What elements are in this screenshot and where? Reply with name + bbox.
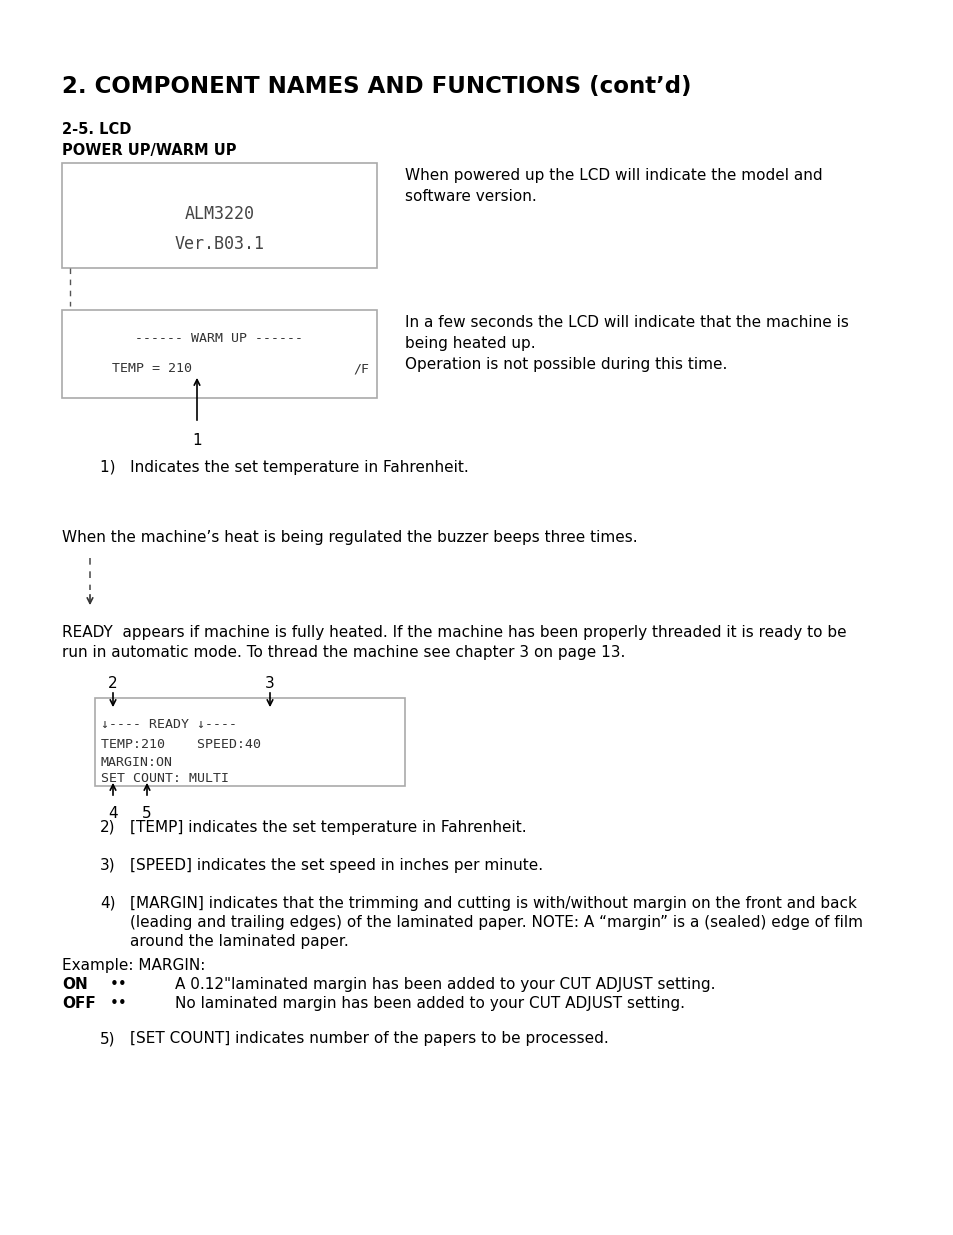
Text: run in automatic mode. To thread the machine see chapter 3 on page 13.: run in automatic mode. To thread the mac… [62,645,625,659]
Text: 3): 3) [100,858,115,873]
Text: Ver.B03.1: Ver.B03.1 [174,235,264,253]
Text: OFF: OFF [62,995,95,1011]
Text: ON: ON [62,977,88,992]
Bar [95,698,405,785]
Text: No laminated margin has been added to your CUT ADJUST setting.: No laminated margin has been added to yo… [174,995,684,1011]
Bar [62,163,376,268]
Text: ------ WARM UP ------: ------ WARM UP ------ [135,332,303,345]
Text: 3: 3 [265,676,274,692]
Text: ALM3220: ALM3220 [184,205,254,224]
Text: READY  appears if machine is fully heated. If the machine has been properly thre: READY appears if machine is fully heated… [62,625,845,640]
Text: TEMP = 210: TEMP = 210 [112,362,192,375]
Text: 2-5. LCD: 2-5. LCD [62,122,132,137]
Text: ↓---- READY ↓----: ↓---- READY ↓---- [101,718,236,731]
Text: When powered up the LCD will indicate the model and
software version.: When powered up the LCD will indicate th… [405,168,821,204]
Text: 1: 1 [192,433,202,448]
Text: 1)   Indicates the set temperature in Fahrenheit.: 1) Indicates the set temperature in Fahr… [100,459,468,475]
Text: [TEMP] indicates the set temperature in Fahrenheit.: [TEMP] indicates the set temperature in … [130,820,526,835]
Text: MARGIN:ON: MARGIN:ON [101,756,172,769]
Text: ••: •• [110,995,128,1011]
Text: POWER UP/WARM UP: POWER UP/WARM UP [62,143,236,158]
Text: 2: 2 [108,676,117,692]
Text: ••: •• [110,977,128,992]
Text: Example: MARGIN:: Example: MARGIN: [62,958,205,973]
Text: 5): 5) [100,1031,115,1046]
Text: In a few seconds the LCD will indicate that the machine is
being heated up.
Oper: In a few seconds the LCD will indicate t… [405,315,848,372]
Text: [MARGIN] indicates that the trimming and cutting is with/without margin on the f: [MARGIN] indicates that the trimming and… [130,897,856,911]
Text: [SPEED] indicates the set speed in inches per minute.: [SPEED] indicates the set speed in inche… [130,858,542,873]
Text: 4): 4) [100,897,115,911]
Text: 2. COMPONENT NAMES AND FUNCTIONS (cont’d): 2. COMPONENT NAMES AND FUNCTIONS (cont’d… [62,75,691,98]
Text: (leading and trailing edges) of the laminated paper. NOTE: A “margin” is a (seal: (leading and trailing edges) of the lami… [130,915,862,930]
Text: 4: 4 [108,806,117,821]
Text: 2): 2) [100,820,115,835]
Text: 5: 5 [142,806,152,821]
Text: [SET COUNT] indicates number of the papers to be processed.: [SET COUNT] indicates number of the pape… [130,1031,608,1046]
Text: /F: /F [353,362,369,375]
Text: around the laminated paper.: around the laminated paper. [130,934,349,948]
Text: SET COUNT: MULTI: SET COUNT: MULTI [101,772,229,785]
Text: TEMP:210    SPEED:40: TEMP:210 SPEED:40 [101,739,261,751]
Bar [62,310,376,398]
Text: When the machine’s heat is being regulated the buzzer beeps three times.: When the machine’s heat is being regulat… [62,530,637,545]
Text: A 0.12"laminated margin has been added to your CUT ADJUST setting.: A 0.12"laminated margin has been added t… [174,977,715,992]
